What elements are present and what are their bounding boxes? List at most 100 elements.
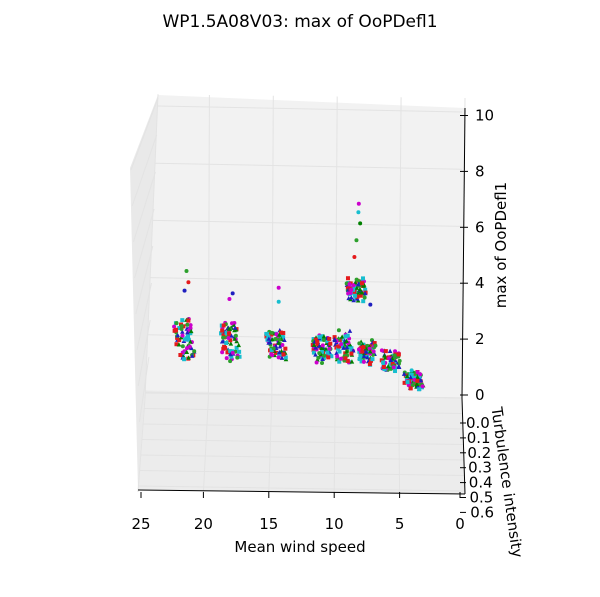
data-point: [189, 353, 195, 358]
data-point: [227, 351, 233, 357]
data-point: [364, 355, 370, 360]
floor-grid-line-ti-0: [144, 392, 463, 399]
data-point: [310, 342, 315, 347]
data-point: [345, 358, 350, 363]
data-point: [229, 321, 234, 326]
data-point: [313, 345, 318, 350]
data-point: [325, 339, 330, 344]
data-point: [328, 341, 333, 346]
data-point: [343, 334, 348, 339]
side-grid-line-7: [138, 356, 150, 423]
data-point: [266, 335, 271, 340]
x-tick-label: 5: [395, 515, 405, 533]
grid-line-z-8: [155, 162, 463, 170]
data-point: [280, 330, 285, 335]
data-point: [349, 295, 354, 300]
data-point: [229, 354, 234, 359]
data-point: [266, 336, 272, 341]
data-point: [219, 339, 225, 344]
data-point: [321, 353, 326, 358]
y-tick-label: 0.4: [469, 474, 493, 492]
side-grid-line-5: [136, 282, 152, 351]
side-grid-line-6: [137, 319, 151, 387]
data-point: [379, 348, 384, 353]
data-point: [279, 355, 285, 360]
data-point: [311, 350, 316, 355]
data-point: [361, 345, 366, 350]
data-point: [415, 374, 420, 379]
data-point: [363, 349, 369, 354]
data-point: [359, 345, 364, 350]
z-axis-line: [461, 107, 466, 399]
data-point: [355, 290, 360, 295]
x-tick-labels: 25 20 15 10 5 0: [131, 492, 465, 533]
data-point: [358, 354, 363, 359]
data-point: [220, 350, 225, 355]
data-point: [172, 324, 177, 329]
floor-grid-line-ti-2: [142, 423, 464, 430]
data-point: [320, 343, 325, 348]
data-point: [406, 383, 411, 388]
data-point: [348, 291, 353, 296]
data-point: [280, 334, 285, 339]
data-point-outlier: [276, 285, 281, 290]
data-point: [396, 361, 401, 366]
data-point: [357, 341, 362, 346]
data-point: [223, 345, 228, 350]
data-point: [370, 357, 375, 362]
data-point: [185, 330, 190, 335]
data-point: [359, 290, 365, 295]
x-axis-line: [137, 489, 466, 495]
data-point: [186, 355, 191, 360]
floor-grid-line-wind-10: [333, 397, 336, 493]
data-point: [188, 339, 193, 344]
data-point: [418, 372, 423, 377]
data-point: [341, 345, 346, 350]
data-point: [267, 339, 273, 345]
data-point: [361, 283, 367, 288]
floor-grid-line-wind-20: [202, 397, 209, 493]
data-point: [278, 330, 283, 335]
data-point: [311, 337, 316, 342]
data-point: [187, 344, 192, 349]
data-point-outlier: [230, 291, 235, 296]
data-point: [234, 345, 239, 350]
data-point: [177, 338, 182, 343]
data-point: [232, 336, 238, 341]
data-point: [264, 331, 269, 336]
data-point: [417, 374, 422, 379]
data-point: [354, 277, 359, 282]
data-point: [349, 346, 354, 351]
data-point: [315, 342, 320, 347]
data-point: [320, 350, 325, 355]
data-point: [231, 322, 237, 327]
data-point: [188, 331, 193, 336]
data-point: [396, 364, 402, 369]
data-point: [317, 343, 322, 348]
data-point: [357, 286, 363, 292]
data-point: [277, 344, 283, 349]
data-point: [393, 369, 398, 374]
data-point: [319, 337, 324, 342]
data-point: [314, 360, 319, 365]
z-tick-label: 6: [475, 218, 485, 236]
data-point: [220, 328, 225, 333]
data-point: [320, 360, 325, 365]
data-point: [335, 354, 340, 359]
data-point: [178, 335, 184, 340]
data-point: [174, 342, 179, 347]
data-point: [339, 334, 345, 339]
z-tick-label: 10: [475, 107, 494, 125]
data-point: [347, 328, 353, 333]
data-point: [385, 364, 391, 369]
side-grid-line-2: [132, 171, 156, 243]
y-axis-line: [461, 397, 466, 495]
data-point: [172, 328, 177, 333]
z-tick-label: 8: [475, 162, 485, 180]
data-point: [337, 344, 342, 349]
data-point: [396, 352, 401, 357]
data-point: [174, 321, 179, 326]
data-point: [180, 318, 185, 323]
data-point: [176, 342, 182, 347]
data-point: [392, 353, 397, 358]
